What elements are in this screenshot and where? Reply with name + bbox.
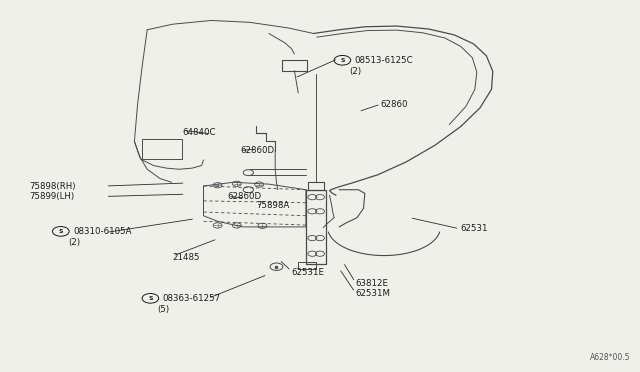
Text: (2): (2) (68, 238, 80, 247)
Text: 62860D: 62860D (228, 192, 262, 201)
Text: 21485: 21485 (173, 253, 200, 262)
Text: 08310-6105A: 08310-6105A (73, 227, 131, 236)
Text: 75898A: 75898A (256, 201, 289, 210)
Text: S: S (148, 296, 153, 301)
Text: (2): (2) (349, 67, 362, 76)
Text: 64840C: 64840C (182, 128, 216, 137)
Text: 08363-61257: 08363-61257 (163, 294, 221, 303)
Text: 75898(RH): 75898(RH) (29, 182, 76, 190)
Text: (5): (5) (157, 305, 170, 314)
Text: S: S (340, 58, 345, 63)
Text: 62531M: 62531M (355, 289, 390, 298)
Text: 62531E: 62531E (291, 268, 324, 277)
Text: A628*00.5: A628*00.5 (590, 353, 630, 362)
Text: S: S (58, 229, 63, 234)
Text: 62531: 62531 (461, 224, 488, 233)
Text: 62860D: 62860D (240, 146, 274, 155)
Text: 08513-6125C: 08513-6125C (355, 56, 413, 65)
Text: 75899(LH): 75899(LH) (29, 192, 74, 201)
Text: 63812E: 63812E (355, 279, 388, 288)
Text: 62860: 62860 (381, 100, 408, 109)
